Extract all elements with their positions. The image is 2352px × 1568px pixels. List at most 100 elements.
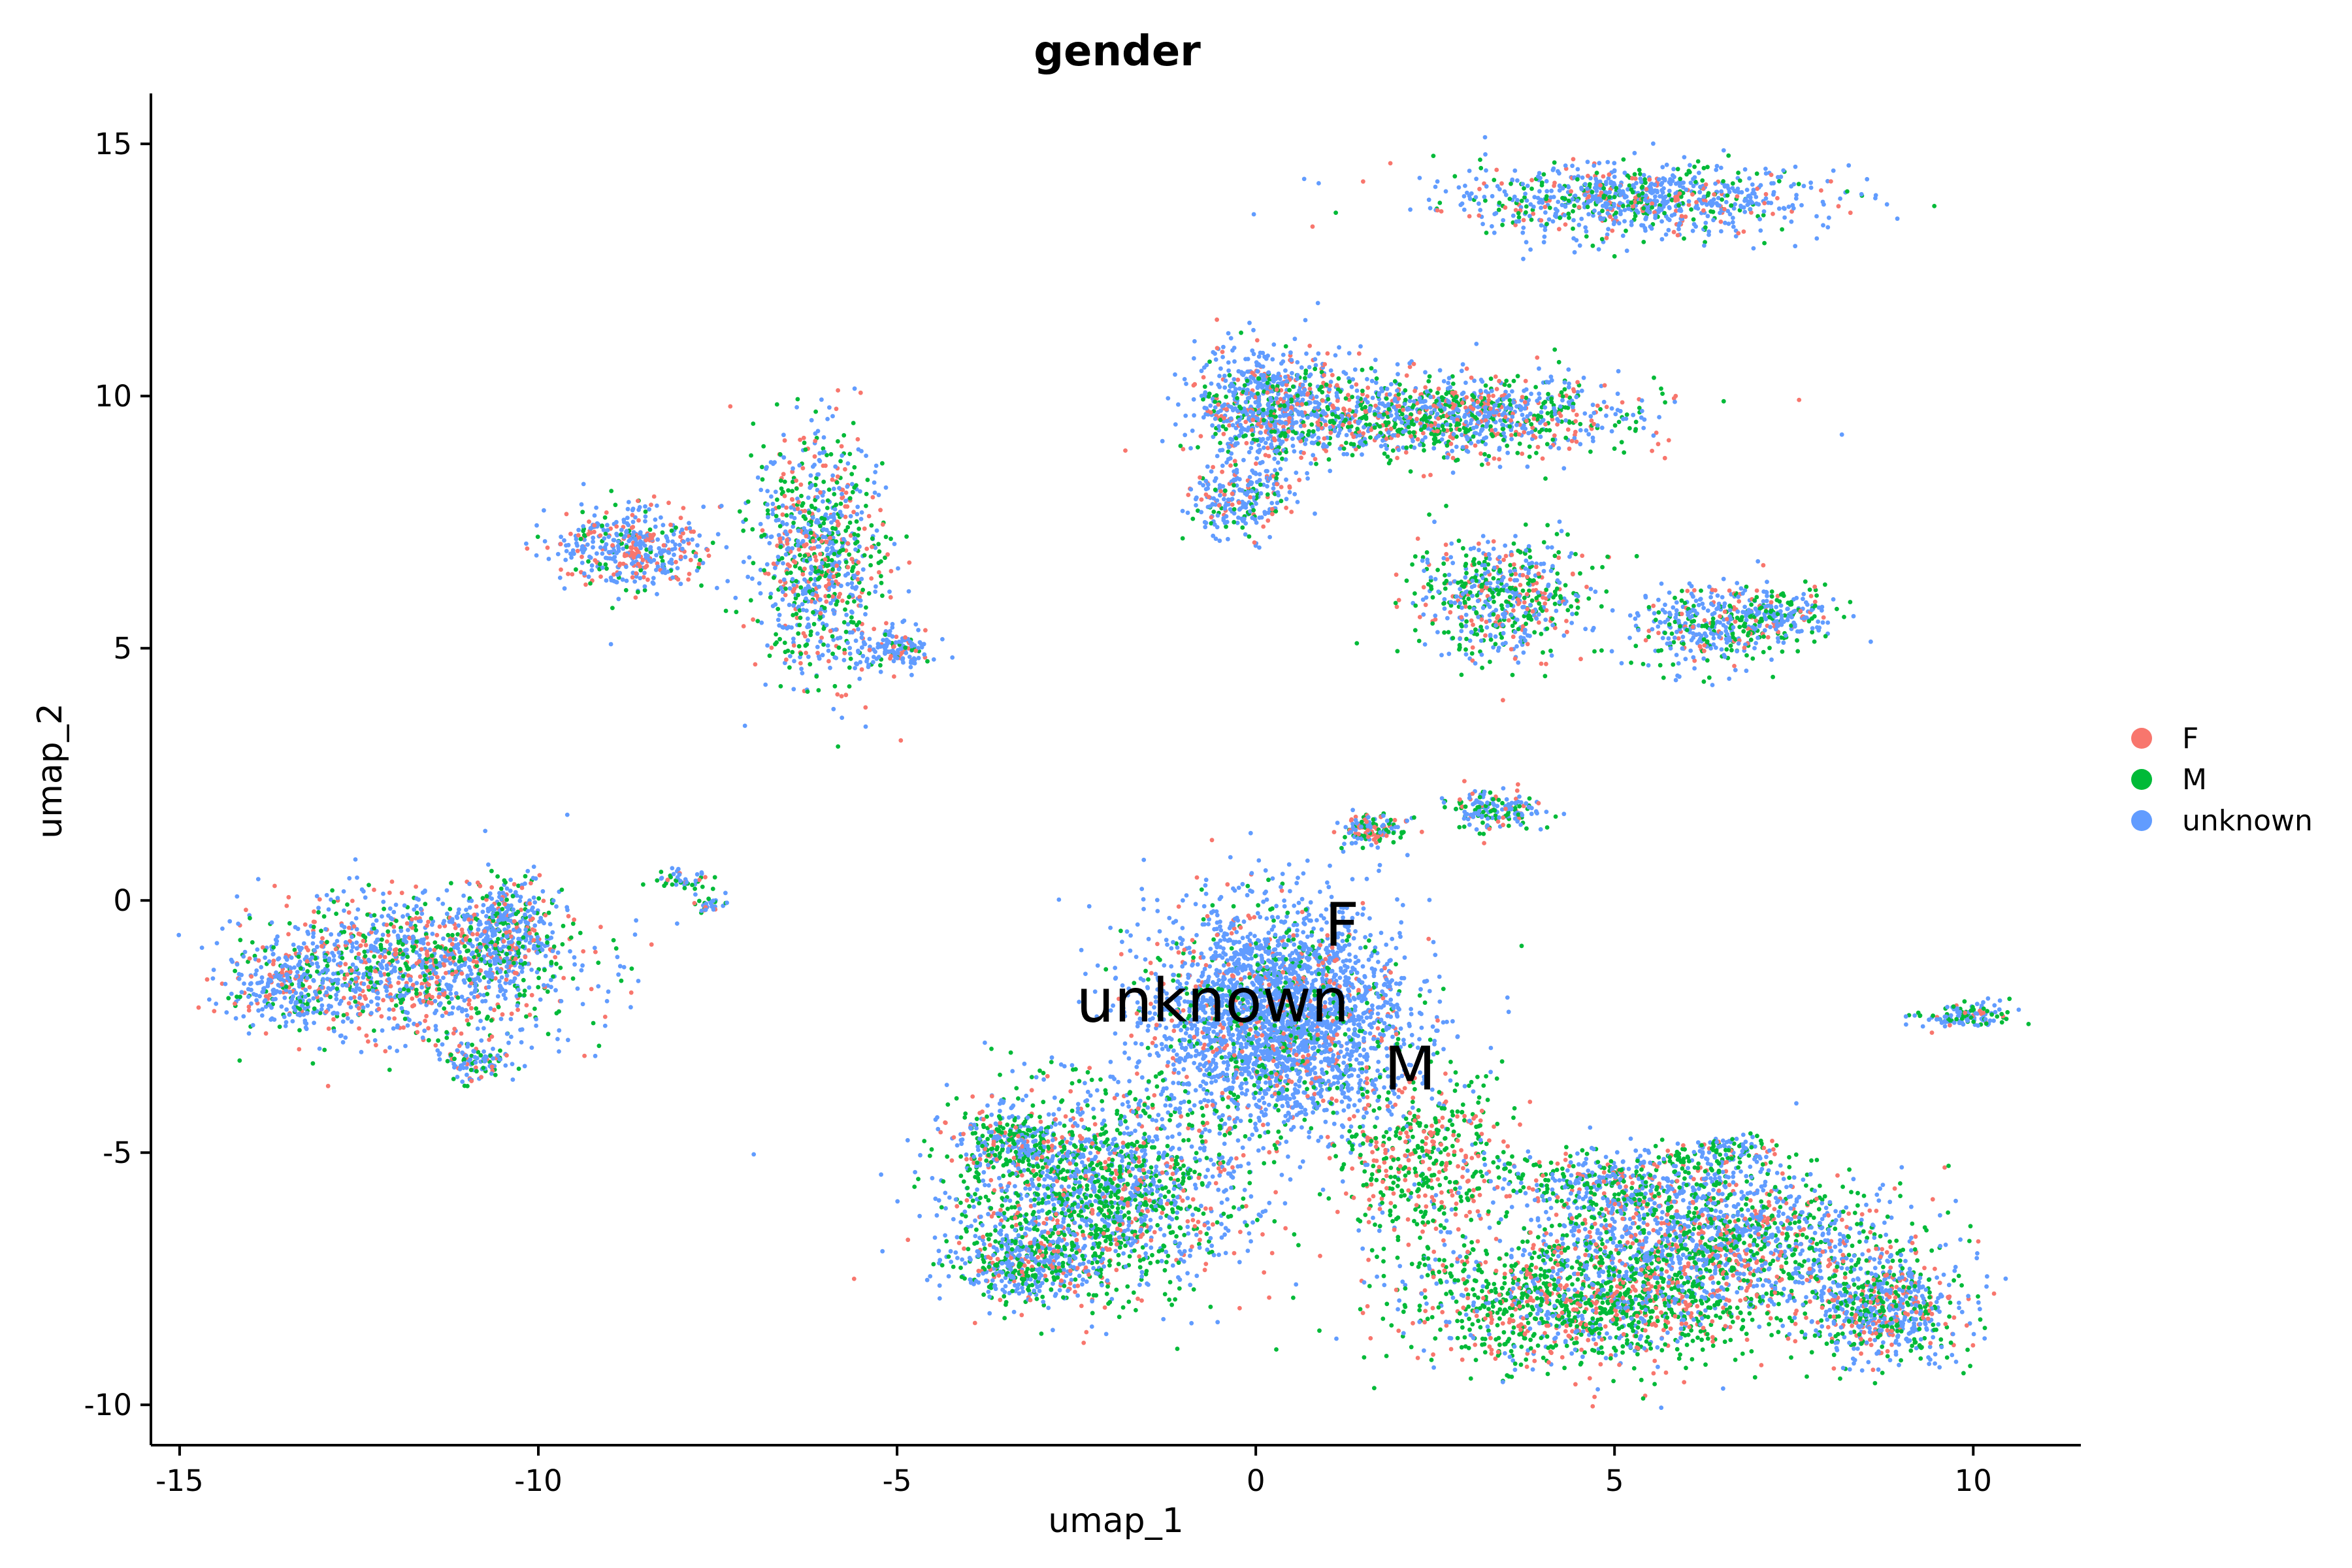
data-point [1814, 214, 1819, 219]
data-point [1248, 495, 1252, 500]
data-point [1512, 630, 1518, 634]
data-point [1404, 445, 1409, 450]
data-point [1665, 216, 1671, 221]
data-point [821, 435, 826, 440]
data-point [1660, 190, 1665, 195]
data-point [1561, 633, 1567, 638]
data-point [1436, 416, 1441, 421]
data-point [1552, 553, 1558, 559]
data-point [820, 653, 825, 658]
data-point [1511, 378, 1516, 384]
data-point [808, 473, 813, 478]
data-point [1505, 604, 1511, 608]
data-point [1205, 486, 1210, 491]
data-point [1590, 243, 1595, 248]
data-point [1550, 623, 1556, 628]
data-point [1218, 366, 1223, 371]
data-point [1386, 407, 1392, 412]
data-point [1215, 317, 1219, 322]
data-point [1740, 591, 1745, 596]
data-point [1686, 169, 1691, 174]
data-point [1228, 416, 1233, 421]
data-point [1227, 372, 1232, 378]
data-point [1251, 508, 1256, 513]
data-point [803, 447, 808, 452]
data-point [1376, 406, 1381, 411]
data-point [1808, 180, 1814, 186]
data-point [1579, 388, 1584, 393]
data-point [815, 651, 820, 655]
data-point [759, 465, 764, 470]
data-point [1365, 377, 1369, 382]
data-point [1435, 429, 1440, 434]
data-point [1278, 397, 1283, 402]
data-point [1590, 435, 1595, 440]
data-point [1765, 580, 1769, 584]
data-point [1677, 674, 1682, 679]
data-point [1228, 463, 1233, 468]
data-point [1611, 181, 1616, 186]
data-point [1203, 525, 1208, 530]
data-point [1667, 193, 1672, 198]
data-point [1226, 368, 1231, 373]
data-point [1211, 465, 1215, 470]
data-point [1674, 208, 1678, 214]
data-point [1611, 221, 1616, 227]
data-point [1659, 219, 1665, 224]
data-point [847, 684, 852, 689]
data-point [1360, 388, 1365, 393]
data-point [1243, 433, 1248, 438]
data-point [1642, 197, 1648, 203]
data-point [806, 495, 811, 500]
data-point [1543, 476, 1548, 481]
data-point [1797, 397, 1802, 402]
data-point [1428, 206, 1433, 210]
data-point [1319, 384, 1324, 389]
data-point [1236, 515, 1241, 520]
data-point [1477, 213, 1482, 218]
data-point [768, 534, 774, 540]
data-point [1457, 427, 1462, 433]
data-point [1736, 595, 1741, 599]
data-point [1529, 391, 1534, 397]
data-point [1674, 653, 1679, 657]
data-point [1309, 422, 1315, 427]
data-point [1226, 360, 1231, 365]
data-point [843, 629, 849, 634]
data-point [1578, 428, 1583, 433]
data-point [780, 625, 785, 630]
data-point [1730, 220, 1735, 225]
data-point [1373, 368, 1378, 374]
data-point [1507, 383, 1512, 388]
data-point [1305, 433, 1311, 437]
data-point [1641, 240, 1646, 244]
data-point [1624, 248, 1629, 253]
data-point [1812, 599, 1818, 604]
data-point [1360, 416, 1365, 421]
data-point [1560, 394, 1565, 399]
data-point [845, 581, 850, 587]
data-point [1426, 379, 1431, 384]
data-point [1523, 191, 1528, 196]
data-point [1705, 165, 1710, 170]
data-point [1531, 204, 1536, 209]
data-point [1570, 404, 1575, 410]
data-point [1241, 516, 1247, 521]
data-point [1697, 189, 1703, 195]
data-point [782, 640, 787, 645]
data-point [1721, 576, 1726, 581]
data-point [1543, 399, 1548, 404]
data-point [1214, 393, 1219, 398]
data-point [1583, 225, 1588, 230]
data-point [1497, 555, 1502, 560]
data-point [1783, 633, 1788, 638]
data-point [1442, 630, 1447, 635]
data-point [806, 624, 811, 629]
data-point [1257, 478, 1262, 483]
data-point [1531, 416, 1537, 421]
data-point [781, 561, 785, 566]
data-point [1505, 450, 1511, 455]
data-point [1482, 195, 1487, 199]
data-point [1372, 425, 1377, 430]
data-point [858, 390, 863, 395]
